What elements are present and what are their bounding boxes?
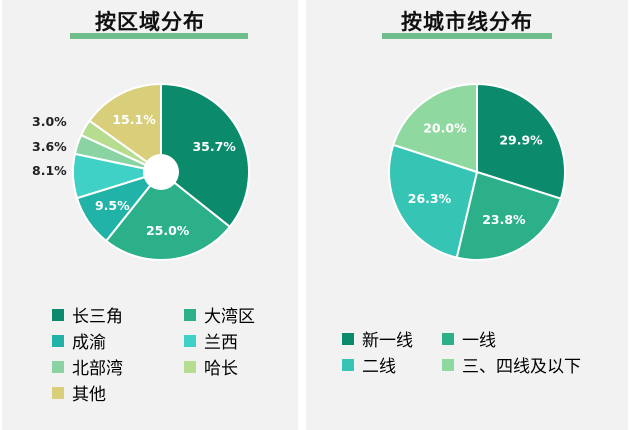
pie-slice-region-6 bbox=[88, 82, 162, 174]
legend-item: 大湾区 bbox=[184, 302, 255, 327]
legend-label: 北部湾 bbox=[72, 359, 123, 379]
legend-item: 二线 bbox=[342, 352, 396, 377]
donut-hole bbox=[143, 154, 179, 190]
title-underline bbox=[70, 33, 248, 39]
legend-label: 三、四线及以下 bbox=[462, 357, 581, 377]
legend-swatch bbox=[52, 386, 64, 399]
slice-value-label: 35.7% bbox=[192, 139, 236, 154]
legend-label: 哈长 bbox=[204, 359, 238, 379]
legend-swatch bbox=[184, 360, 196, 373]
slice-value-label: 25.0% bbox=[146, 223, 190, 238]
legend-label: 兰西 bbox=[204, 333, 238, 353]
pie-slice-region-0 bbox=[160, 82, 250, 229]
slice-value-label: 29.9% bbox=[499, 132, 543, 147]
legend-label: 长三角 bbox=[72, 307, 123, 327]
legend-label: 二线 bbox=[362, 357, 396, 377]
legend-swatch bbox=[52, 308, 64, 321]
legend-item: 北部湾 bbox=[52, 354, 123, 379]
legend-label: 一线 bbox=[462, 331, 496, 351]
slice-value-label: 20.0% bbox=[423, 120, 467, 135]
pie-slice-tier-0 bbox=[476, 82, 566, 200]
pie-slice-tier-1 bbox=[455, 170, 563, 261]
title-underline bbox=[382, 33, 552, 39]
legend-swatch bbox=[52, 334, 64, 347]
chart-title: 按城市线分布 bbox=[401, 10, 533, 34]
legend-label: 成渝 bbox=[72, 333, 106, 353]
legend-swatch bbox=[52, 360, 64, 373]
legend-label: 其他 bbox=[72, 385, 106, 405]
legend-swatch bbox=[342, 358, 354, 371]
legend-item: 长三角 bbox=[52, 302, 123, 327]
legend-item: 兰西 bbox=[184, 328, 238, 353]
legend-item: 三、四线及以下 bbox=[442, 352, 581, 377]
slice-value-label: 23.8% bbox=[482, 212, 526, 227]
legend-item: 新一线 bbox=[342, 326, 413, 351]
legend-label: 新一线 bbox=[362, 331, 413, 351]
slice-value-label: 3.0% bbox=[32, 114, 67, 129]
slice-value-label: 3.6% bbox=[32, 139, 67, 154]
legend-swatch bbox=[442, 358, 454, 371]
pie-slice-tier-3 bbox=[392, 82, 478, 174]
legend-swatch bbox=[442, 332, 454, 345]
legend-item: 一线 bbox=[442, 326, 496, 351]
legend-item: 其他 bbox=[52, 380, 106, 405]
pie-slice-tier-2 bbox=[388, 143, 479, 259]
legend-item: 成渝 bbox=[52, 328, 106, 353]
legend-label: 大湾区 bbox=[204, 307, 255, 327]
slice-value-label: 9.5% bbox=[95, 198, 130, 213]
slice-value-label: 8.1% bbox=[32, 163, 67, 178]
legend-swatch bbox=[342, 332, 354, 345]
chart-title: 按区域分布 bbox=[95, 10, 205, 34]
legend-item: 哈长 bbox=[184, 354, 238, 379]
pie-slice-region-1 bbox=[104, 170, 232, 261]
legend-swatch bbox=[184, 334, 196, 347]
legend-swatch bbox=[184, 308, 196, 321]
slice-value-label: 15.1% bbox=[112, 112, 156, 127]
slice-value-label: 26.3% bbox=[408, 191, 452, 206]
